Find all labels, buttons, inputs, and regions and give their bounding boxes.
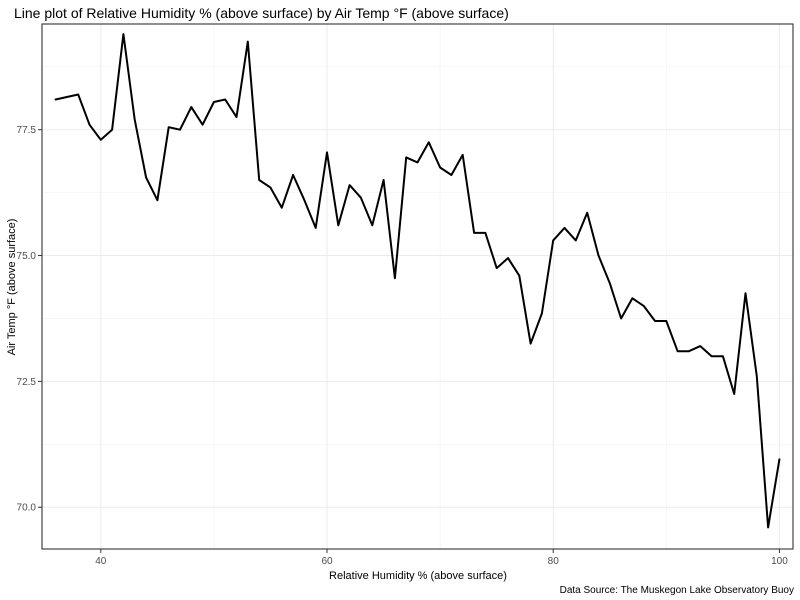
y-tick-label: 75.0 <box>17 251 37 262</box>
x-tick-label: 100 <box>771 556 788 567</box>
chart-title: Line plot of Relative Humidity % (above … <box>14 5 509 21</box>
y-tick-label: 70.0 <box>17 503 37 514</box>
y-tick-label: 72.5 <box>17 377 37 388</box>
x-axis-title: Relative Humidity % (above surface) <box>329 570 507 582</box>
plot-panel-border <box>41 23 794 550</box>
x-tick-label: 80 <box>548 556 560 567</box>
y-tick-label: 77.5 <box>17 125 37 136</box>
series-line <box>54 33 781 529</box>
x-tick-label: 40 <box>95 556 107 567</box>
y-axis-title: Air Temp °F (above surface) <box>6 219 18 356</box>
plot-background <box>42 24 793 549</box>
data-source-caption: Data Source: The Muskegon Lake Observato… <box>559 585 794 596</box>
x-tick-label: 60 <box>321 556 333 567</box>
